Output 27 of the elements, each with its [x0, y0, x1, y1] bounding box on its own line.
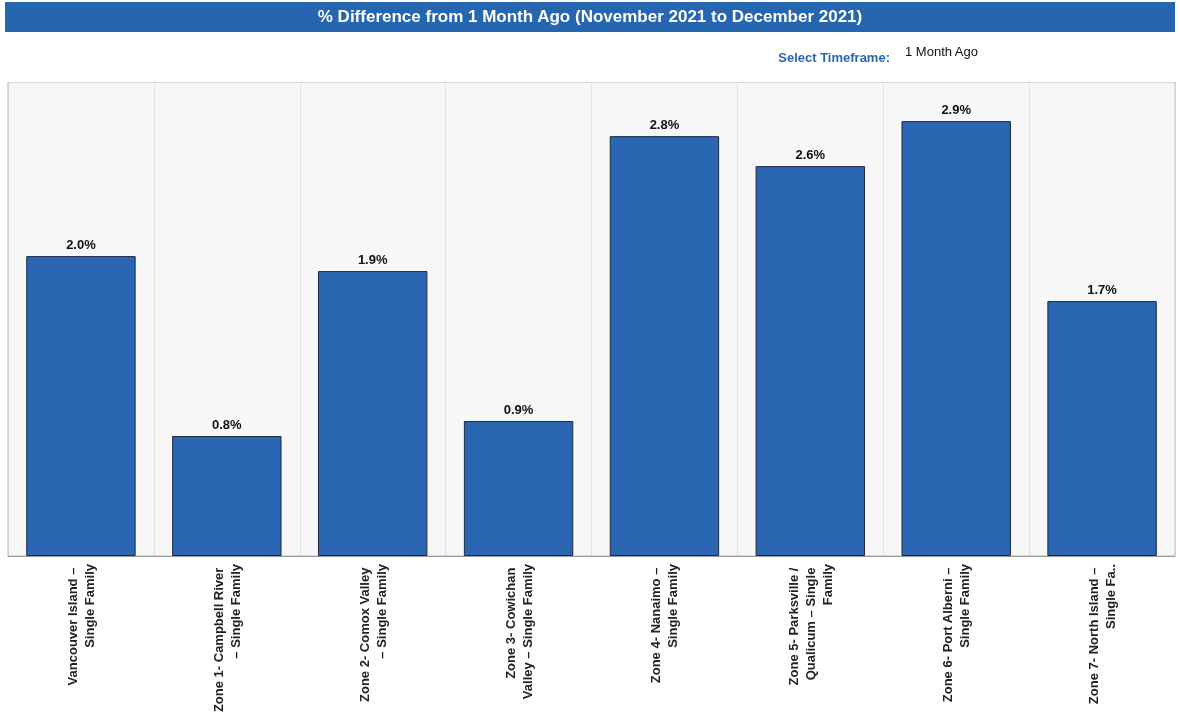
- chart-title: % Difference from 1 Month Ago (November 2021 to December 2021): [5, 2, 1175, 32]
- data-label: 2.0%: [66, 237, 97, 253]
- bar: [26, 256, 136, 556]
- x-tick-label: Vancouver Island – Single Family: [64, 563, 97, 686]
- x-tick-label: Zone 2- Comox Valley – Single Family: [356, 563, 389, 702]
- data-label: 1.9%: [357, 252, 388, 268]
- bar: [463, 421, 574, 556]
- data-label: 2.9%: [941, 102, 972, 118]
- x-tick-label: Zone 7- North Island – Single Fa..: [1086, 564, 1119, 705]
- data-label: 0.8%: [211, 417, 243, 433]
- x-tick-label: Zone 4- Nanaimo – Single Family: [648, 563, 681, 684]
- data-label: 2.6%: [795, 147, 826, 163]
- x-tick-label: Zone 3- Cowichan Valley – Single Family: [502, 563, 535, 700]
- bar: [901, 121, 1011, 556]
- data-label: 0.9%: [503, 402, 534, 418]
- text: Select Timeframe:: [778, 50, 890, 65]
- bar: [609, 136, 720, 556]
- bar: [755, 166, 866, 556]
- x-tick-label: Zone 1- Campbell River – Single Family: [210, 563, 243, 713]
- data-label: 2.8%: [649, 117, 680, 133]
- x-tick-label: Zone 6- Port Alberni – Single Family: [940, 563, 973, 703]
- x-tick-label: Zone 5- Parksville / Qualicum – Single Family: [785, 563, 835, 686]
- data-label: 1.7%: [1087, 282, 1118, 298]
- bar: [317, 271, 428, 556]
- bar: [1047, 301, 1157, 556]
- bar: [172, 436, 282, 556]
- text: 1 Month Ago: [905, 44, 978, 59]
